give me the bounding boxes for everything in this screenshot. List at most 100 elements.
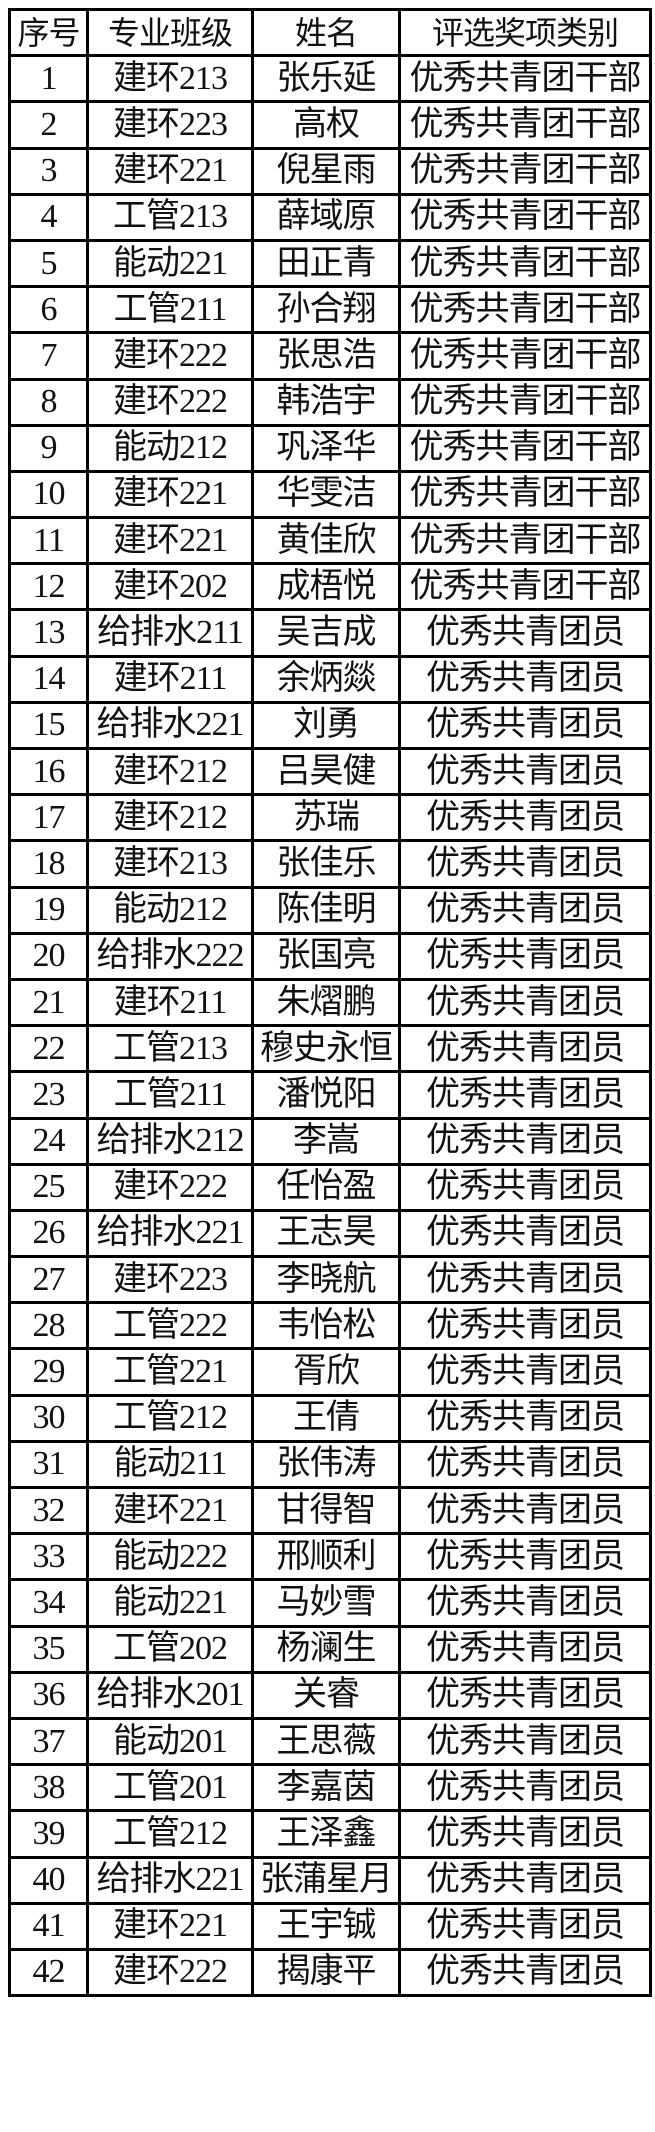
cell-award: 优秀共青团员 [398,1116,652,1166]
cell-index: 29 [8,1347,89,1397]
cell-name: 王思薇 [251,1716,401,1767]
cell-index: 16 [8,746,89,797]
cell-name: 张乐延 [251,54,401,104]
cell-class: 能动212 [86,423,254,473]
table-row: 3 建环221 倪星雨 优秀共青团干部 [8,146,652,196]
cell-class: 建环212 [86,793,254,843]
cell-award: 优秀共青团员 [398,1947,652,1998]
table-row: 13 给排水211 吴吉成 优秀共青团员 [8,608,652,658]
cell-award: 优秀共青团干部 [398,516,652,566]
cell-class: 给排水221 [86,1855,254,1905]
table-row: 35 工管202 杨澜生 优秀共青团员 [8,1624,652,1674]
cell-class: 工管221 [86,1347,254,1397]
cell-class: 给排水221 [86,700,254,751]
cell-name: 杨澜生 [251,1624,401,1674]
cell-index: 33 [8,1532,89,1582]
cell-award: 优秀共青团员 [398,1901,652,1951]
cell-award: 优秀共青团员 [398,1439,652,1490]
cell-name: 张伟涛 [251,1439,401,1490]
cell-index: 34 [8,1578,89,1628]
cell-class: 工管213 [86,192,254,242]
cell-class: 工管211 [86,1070,254,1120]
cell-index: 41 [8,1901,89,1951]
table-row: 12 建环202 成梧悦 优秀共青团干部 [8,562,652,612]
cell-award: 优秀共青团员 [398,1208,652,1259]
table-row: 33 能动222 邢顺利 优秀共青团员 [8,1532,652,1582]
cell-name: 邢顺利 [251,1532,401,1582]
cell-name: 揭康平 [251,1947,401,1998]
cell-name: 韦怡松 [251,1301,401,1351]
table-row: 41 建环221 王宇铖 优秀共青团员 [8,1901,652,1951]
cell-award: 优秀共青团员 [398,1070,652,1120]
cell-name: 王泽鑫 [251,1809,401,1859]
cell-name: 朱熠鹏 [251,977,401,1028]
cell-name: 陈佳明 [251,885,401,935]
table-row: 29 工管221 胥欣 优秀共青团员 [8,1347,652,1397]
table-row: 28 工管222 韦怡松 优秀共青团员 [8,1301,652,1351]
cell-index: 36 [8,1670,89,1720]
table-row: 8 建环222 韩浩宇 优秀共青团干部 [8,377,652,427]
cell-award: 优秀共青团干部 [398,192,652,242]
cell-award: 优秀共青团员 [398,1670,652,1720]
cell-name: 甘得智 [251,1485,401,1536]
cell-class: 能动222 [86,1532,254,1582]
header-name: 姓名 [251,7,401,58]
cell-award: 优秀共青团员 [398,931,652,981]
cell-name: 穆史永恒 [251,1024,401,1074]
table-row: 25 建环222 任怡盈 优秀共青团员 [8,1162,652,1212]
table-row: 37 能动201 王思薇 优秀共青团员 [8,1716,652,1767]
cell-award: 优秀共青团员 [398,1393,652,1443]
cell-name: 王宇铖 [251,1901,401,1951]
cell-index: 3 [8,146,89,196]
table-row: 39 工管212 王泽鑫 优秀共青团员 [8,1809,652,1859]
cell-index: 6 [8,285,89,335]
cell-name: 李嘉茵 [251,1763,401,1813]
cell-name: 薛域原 [251,192,401,242]
cell-class: 建环222 [86,1162,254,1212]
cell-index: 26 [8,1208,89,1259]
table-row: 31 能动211 张伟涛 优秀共青团员 [8,1439,652,1490]
table-row: 17 建环212 苏瑞 优秀共青团员 [8,793,652,843]
cell-award: 优秀共青团员 [398,1809,652,1859]
cell-award: 优秀共青团员 [398,885,652,935]
award-list-table: 序号 专业班级 姓名 评选奖项类别 1 建环213 张乐延 优秀共青团干部 2 建环223… [8,7,652,1998]
cell-index: 42 [8,1947,89,1998]
cell-name: 马妙雪 [251,1578,401,1628]
cell-index: 28 [8,1301,89,1351]
cell-class: 建环222 [86,1947,254,1998]
cell-class: 给排水222 [86,931,254,981]
cell-index: 18 [8,839,89,889]
cell-class: 给排水201 [86,1670,254,1720]
cell-name: 关睿 [251,1670,401,1720]
cell-index: 21 [8,977,89,1028]
cell-index: 40 [8,1855,89,1905]
cell-index: 19 [8,885,89,935]
cell-award: 优秀共青团干部 [398,423,652,473]
cell-award: 优秀共青团干部 [398,238,652,289]
table-row: 23 工管211 潘悦阳 优秀共青团员 [8,1070,652,1120]
cell-index: 10 [8,469,89,520]
cell-class: 建环221 [86,516,254,566]
table-row: 38 工管201 李嘉茵 优秀共青团员 [8,1763,652,1813]
cell-index: 25 [8,1162,89,1212]
cell-name: 吴吉成 [251,608,401,658]
cell-index: 4 [8,192,89,242]
cell-name: 余炳燚 [251,654,401,704]
cell-award: 优秀共青团干部 [398,54,652,104]
table-body: 1 建环213 张乐延 优秀共青团干部 2 建环223 高权 优秀共青团干部 3 建环221 倪星雨… [8,54,652,1998]
table-row: 1 建环213 张乐延 优秀共青团干部 [8,54,652,104]
cell-class: 工管202 [86,1624,254,1674]
table-row: 30 工管212 王倩 优秀共青团员 [8,1393,652,1443]
cell-class: 工管222 [86,1301,254,1351]
cell-award: 优秀共青团员 [398,1485,652,1536]
cell-index: 14 [8,654,89,704]
cell-award: 优秀共青团员 [398,1763,652,1813]
table-row: 18 建环213 张佳乐 优秀共青团员 [8,839,652,889]
cell-class: 建环211 [86,977,254,1028]
cell-class: 建环221 [86,146,254,196]
table-row: 22 工管213 穆史永恒 优秀共青团员 [8,1024,652,1074]
cell-index: 1 [8,54,89,104]
cell-name: 高权 [251,100,401,150]
cell-name: 刘勇 [251,700,401,751]
cell-award: 优秀共青团干部 [398,100,652,150]
